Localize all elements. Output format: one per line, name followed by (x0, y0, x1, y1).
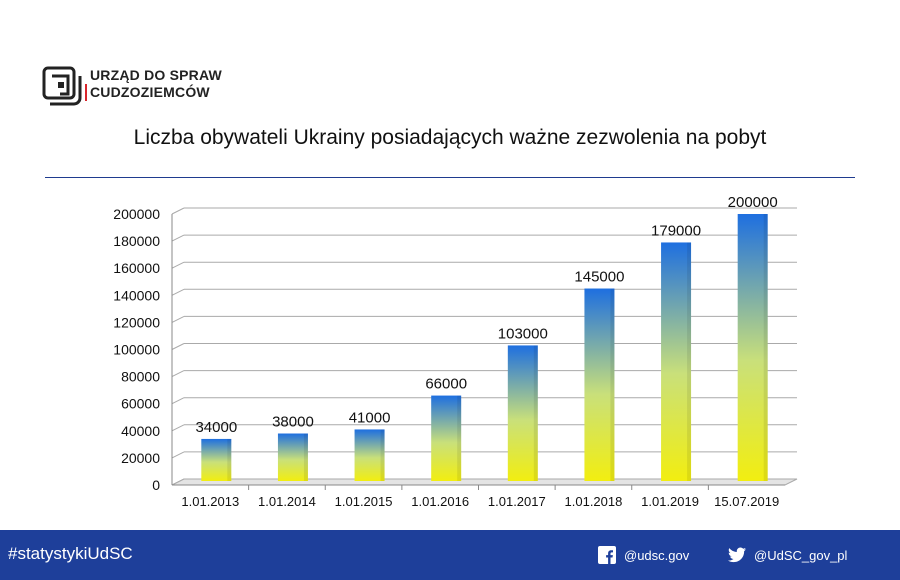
data-label: 66000 (425, 376, 467, 393)
y-tick-label: 60000 (121, 396, 160, 412)
x-tick-label: 15.07.2019 (714, 494, 779, 509)
bar (354, 429, 385, 481)
bar (737, 214, 768, 481)
bar (201, 438, 232, 481)
y-tick-label: 180000 (113, 233, 160, 249)
y-tick-label: 80000 (121, 369, 160, 385)
bar-shade (687, 242, 692, 481)
gridline-side (171, 370, 185, 378)
twitter-link[interactable]: @UdSC_gov_pl (728, 546, 847, 564)
gridline-side (171, 207, 185, 215)
chart-grid (171, 207, 797, 486)
data-label: 200000 (728, 194, 778, 211)
bar-shade (303, 433, 308, 481)
title-divider (45, 177, 855, 178)
gridline-side (171, 234, 185, 242)
page-title: Liczba obywateli Ukrainy posiadających w… (133, 126, 767, 149)
udsc-emblem-icon (42, 66, 82, 106)
bar (507, 345, 538, 481)
y-tick-label: 40000 (121, 423, 160, 439)
facebook-icon (598, 546, 616, 564)
chart-labels: 0 20000 40000 60000 80000 100000 120000 140000 1… (113, 194, 779, 509)
gridline-side (171, 288, 185, 296)
y-tick-label: 140000 (113, 287, 160, 303)
data-label: 103000 (498, 325, 548, 342)
bar (661, 242, 692, 481)
facebook-handle: @udsc.gov (624, 547, 690, 563)
bar-shade (610, 288, 615, 481)
chart-bars (201, 214, 768, 481)
y-tick-label: 200000 (113, 206, 160, 222)
x-tick-label: 1.01.2014 (258, 494, 316, 509)
logo-line-1: URZĄD DO SPRAW (90, 67, 222, 83)
bar-shade (457, 395, 462, 481)
y-tick-label: 100000 (113, 342, 160, 358)
facebook-link[interactable]: @udsc.gov (598, 546, 689, 564)
bar-shade (227, 438, 232, 481)
gridline-side (171, 343, 185, 350)
bar (584, 288, 615, 481)
data-label: 34000 (195, 419, 237, 436)
bar-shade (763, 214, 768, 481)
gridline-side (171, 315, 185, 323)
logo-line-2: CUDZOZIEMCÓW (85, 84, 222, 101)
data-label: 179000 (651, 222, 701, 239)
bar-shade (380, 429, 385, 481)
gridline-side (171, 261, 185, 269)
bar (277, 433, 308, 481)
x-tick-label: 1.01.2017 (488, 494, 546, 509)
chart-axes (171, 214, 798, 490)
x-tick-label: 1.01.2016 (411, 494, 469, 509)
x-tick-label: 1.01.2018 (565, 494, 623, 509)
y-tick-label: 160000 (113, 260, 160, 276)
data-label: 145000 (574, 269, 624, 286)
x-tick-label: 1.01.2015 (335, 494, 393, 509)
footer-bar: #statystykiUdSC @udsc.gov @UdSC_gov_pl (0, 530, 900, 580)
udsc-logo: URZĄD DO SPRAW CUDZOZIEMCÓW (40, 64, 270, 108)
twitter-icon (728, 547, 746, 563)
gridline-side (171, 451, 185, 459)
y-tick-label: 0 (152, 477, 160, 493)
gridline-side (171, 397, 185, 405)
gridline-side (171, 424, 185, 432)
chart-floor (171, 478, 798, 486)
bar-chart: 0 20000 40000 60000 80000 100000 120000 140000 1… (113, 194, 798, 509)
twitter-handle: @UdSC_gov_pl (754, 547, 848, 563)
x-tick-label: 1.01.2019 (641, 494, 699, 509)
y-tick-label: 120000 (113, 314, 160, 330)
x-tick-label: 1.01.2013 (181, 494, 239, 509)
y-tick-label: 20000 (121, 450, 160, 466)
data-label: 41000 (349, 409, 391, 426)
bar-shade (533, 345, 538, 481)
data-label: 38000 (272, 414, 314, 431)
bar (431, 395, 462, 481)
hashtag: #statystykiUdSC (8, 544, 133, 563)
